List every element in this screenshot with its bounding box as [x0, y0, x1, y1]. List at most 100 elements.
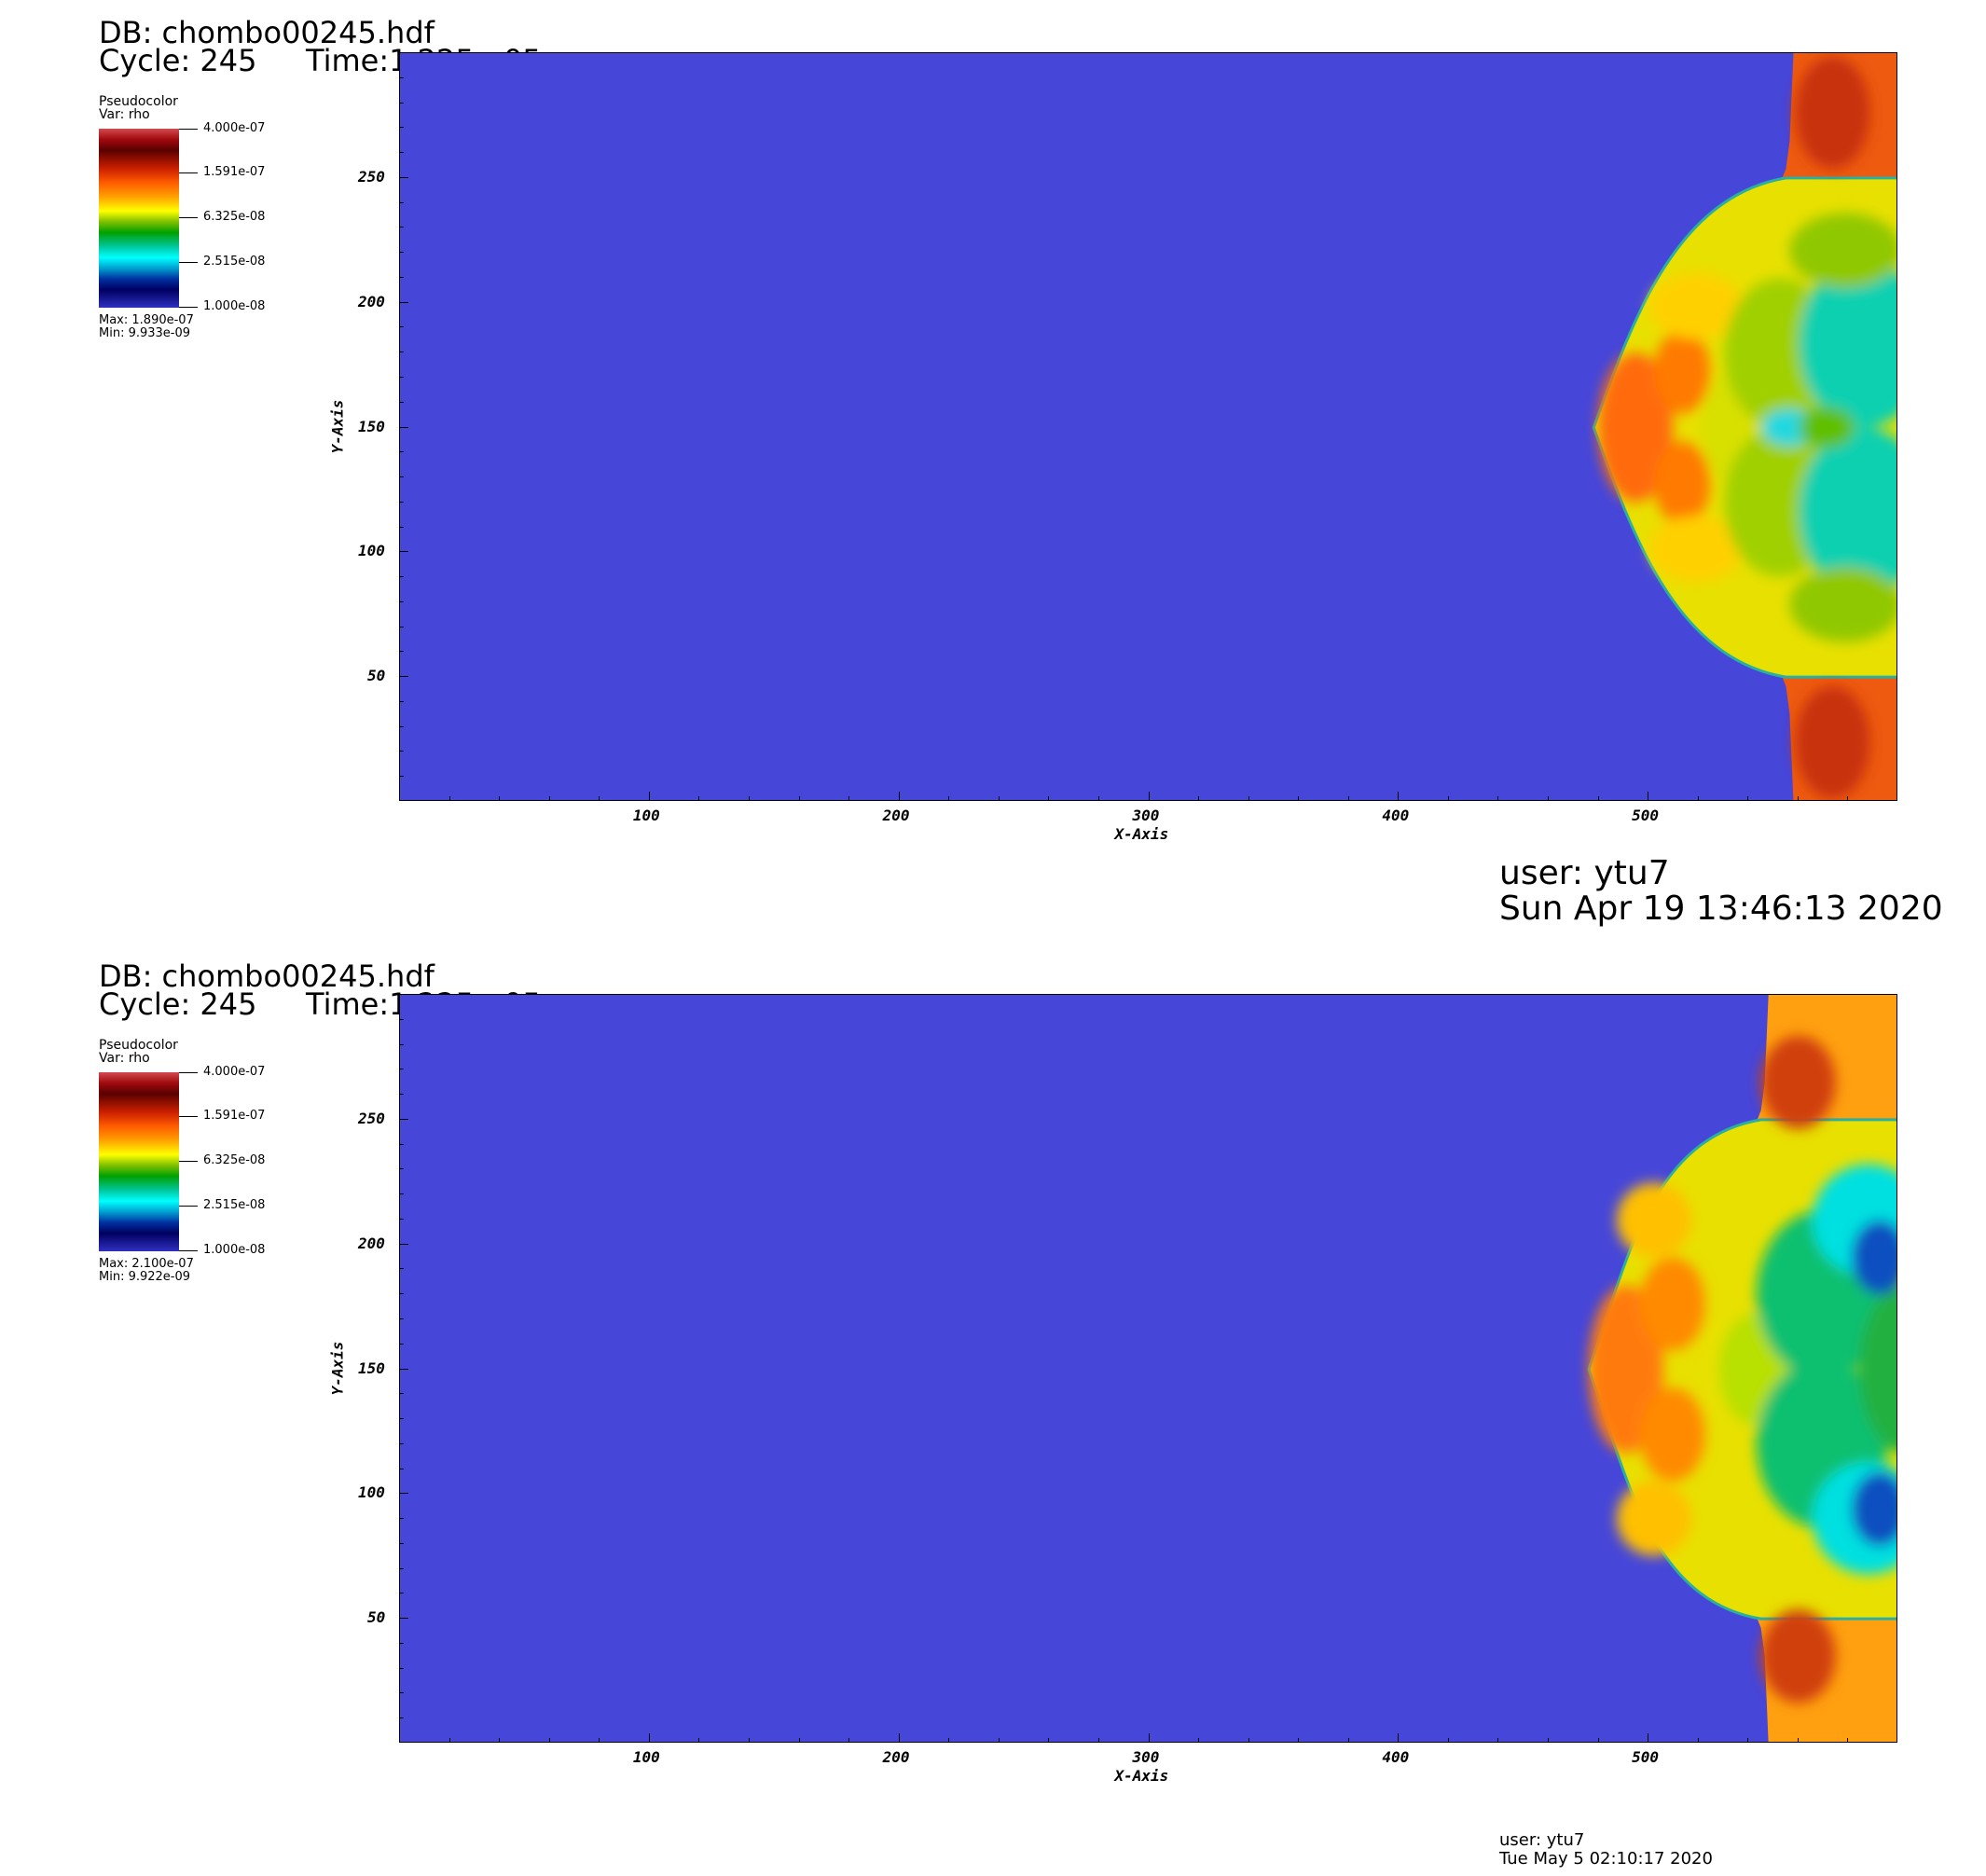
y-minor-tick	[399, 1143, 404, 1145]
x-tick-label: 100	[632, 807, 660, 824]
y-tick	[399, 551, 408, 553]
density-blob	[1639, 1257, 1705, 1351]
y-minor-tick	[399, 576, 404, 578]
x-minor-tick	[1248, 1738, 1249, 1743]
x-minor-tick	[499, 1738, 501, 1743]
density-blob	[1616, 1481, 1691, 1556]
y-minor-tick	[399, 1268, 404, 1270]
y-tick-label: 250	[358, 1109, 385, 1127]
y-minor-tick	[399, 1317, 404, 1319]
y-minor-tick	[399, 152, 404, 154]
legend-min: Min: 9.922e-09	[99, 1270, 191, 1284]
density-blob	[1789, 567, 1896, 642]
y-axis-title: Y-Axis	[328, 1341, 347, 1395]
density-blob	[1852, 1220, 1896, 1295]
y-minor-tick	[399, 227, 404, 228]
density-blob	[1795, 686, 1870, 799]
density-blob	[1616, 1182, 1691, 1258]
x-minor-tick	[748, 1738, 750, 1743]
y-minor-tick	[399, 1442, 404, 1444]
x-minor-tick	[1198, 1738, 1200, 1743]
x-minor-tick	[548, 1738, 550, 1743]
y-minor-tick	[399, 1418, 404, 1420]
density-blob	[1789, 213, 1896, 288]
x-minor-tick	[1497, 796, 1499, 801]
y-tick	[399, 1493, 408, 1495]
user-label: user: ytu7	[1499, 854, 1670, 892]
x-tick	[1398, 1733, 1400, 1743]
density-blob	[1799, 259, 1896, 428]
legend-tick	[179, 262, 198, 263]
density-blob	[1654, 329, 1711, 414]
x-minor-tick	[948, 1738, 950, 1743]
y-minor-tick	[399, 1293, 404, 1295]
legend-tick	[179, 1072, 198, 1073]
legend-plot-type: Pseudocolor	[99, 94, 178, 109]
db-label: DB: chombo00245.hdf	[99, 959, 434, 994]
x-tick-label: 500	[1632, 807, 1660, 824]
legend-tick-label: 6.325e-08	[203, 1153, 266, 1167]
y-minor-tick	[399, 1717, 404, 1719]
y-tick-label: 200	[358, 292, 385, 310]
x-tick	[648, 792, 650, 801]
x-minor-tick	[1497, 1738, 1499, 1743]
legend-tick-label: 1.591e-07	[203, 165, 266, 179]
y-minor-tick	[399, 600, 404, 602]
plot-panel-top: DB: chombo00245.hdf Cycle: 245 Time:1.22…	[99, 17, 1943, 927]
x-minor-tick	[1747, 1738, 1749, 1743]
y-tick-label: 50	[367, 667, 386, 685]
y-tick-label: 150	[358, 417, 385, 435]
y-tick-label: 100	[358, 1483, 385, 1502]
y-tick	[399, 676, 408, 678]
y-minor-tick	[399, 376, 404, 378]
y-minor-tick	[399, 1692, 404, 1694]
x-tick-label: 200	[882, 1748, 910, 1766]
x-axis-title: X-Axis	[1114, 825, 1169, 843]
y-minor-tick	[399, 1094, 404, 1096]
x-minor-tick	[599, 796, 600, 801]
x-minor-tick	[1548, 1738, 1550, 1743]
x-minor-tick	[448, 1738, 450, 1743]
x-tick-label: 400	[1382, 1748, 1410, 1766]
y-minor-tick	[399, 1343, 404, 1345]
x-minor-tick	[1048, 1738, 1050, 1743]
x-minor-tick	[698, 796, 700, 801]
y-minor-tick	[399, 1018, 404, 1020]
x-minor-tick	[1097, 796, 1099, 801]
x-minor-tick	[1447, 1738, 1449, 1743]
x-minor-tick	[548, 796, 550, 801]
y-minor-tick	[399, 1393, 404, 1395]
y-minor-tick	[399, 776, 404, 778]
legend-colorbar	[99, 129, 179, 308]
density-plot	[399, 52, 1897, 801]
y-tick	[399, 426, 408, 428]
y-axis-title: Y-Axis	[328, 399, 347, 453]
legend-tick	[179, 1161, 198, 1162]
density-blob	[1598, 352, 1674, 503]
density-blob	[1799, 407, 1855, 448]
y-minor-tick	[399, 276, 404, 278]
legend-tick-label: 2.515e-08	[203, 1198, 266, 1212]
x-tick-label: 300	[1132, 1748, 1160, 1766]
y-minor-tick	[399, 501, 404, 503]
x-tick	[1148, 792, 1150, 801]
legend-tick	[179, 172, 198, 173]
legend-plot-type: Pseudocolor	[99, 1038, 178, 1053]
x-tick-label: 400	[1382, 807, 1410, 824]
x-minor-tick	[1198, 796, 1200, 801]
x-minor-tick	[1847, 1738, 1849, 1743]
density-blob	[1639, 1387, 1705, 1482]
y-tick	[399, 1118, 408, 1120]
x-tick-label: 300	[1132, 807, 1160, 824]
x-minor-tick	[1347, 1738, 1349, 1743]
x-tick-label: 100	[632, 1748, 660, 1766]
x-minor-tick	[748, 796, 750, 801]
plot-panel-bottom: DB: chombo00245.hdf Cycle: 245 Time:1.22…	[0, 938, 1986, 1876]
density-blob	[1795, 56, 1870, 169]
x-tick-label: 200	[882, 807, 910, 824]
cycle-label: Cycle: 245	[99, 43, 257, 78]
y-tick	[399, 1243, 408, 1245]
density-structures	[1598, 56, 1896, 799]
y-minor-tick	[399, 526, 404, 528]
x-minor-tick	[998, 796, 1000, 801]
